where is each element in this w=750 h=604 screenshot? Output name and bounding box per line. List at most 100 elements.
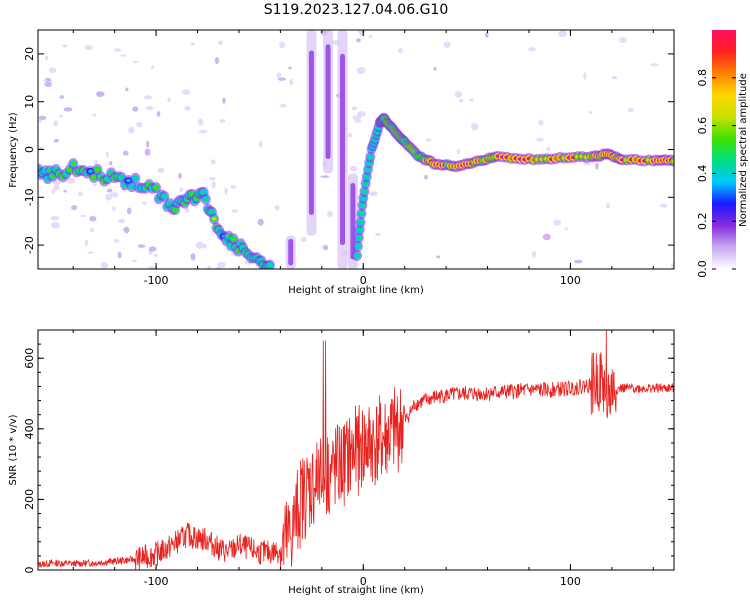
spectrogram-noise: [274, 205, 280, 211]
spectrogram-noise: [217, 261, 226, 268]
spectrogram-noise: [327, 210, 333, 218]
spectrogram-ridge-core: [94, 167, 100, 172]
spectrogram-noise: [78, 191, 83, 196]
spectrogram-noise: [588, 110, 593, 115]
spectrogram-streak-core: [308, 50, 314, 215]
colorbar-ticks: 0.0 0.2 0.4 0.6 0.8: [696, 69, 736, 278]
spectrogram-noise: [148, 246, 157, 252]
figure-title: S119.2023.127.04.06.G10: [264, 2, 449, 18]
spectrogram-ridge-core: [362, 189, 367, 194]
spectrogram-ridge-core: [119, 175, 124, 180]
spectrogram-noise: [84, 45, 93, 51]
spectrogram-noise: [63, 190, 67, 193]
spectrogram-ridge-core: [363, 181, 369, 186]
spectrogram-noise: [619, 37, 627, 44]
spectrogram-ridge-core: [50, 174, 55, 178]
spectrogram-noise: [300, 236, 307, 243]
spectrogram-noise: [320, 175, 330, 178]
snr-y-tick-label: 200: [23, 489, 36, 510]
spectrogram-noise: [48, 67, 57, 74]
spectrogram-noise: [38, 115, 47, 120]
spectrogram-noise: [141, 201, 147, 205]
spectrogram-noise: [111, 205, 116, 211]
spectrogram-noise: [132, 60, 139, 64]
spectrogram-noise: [136, 121, 143, 128]
spectrogram-noise: [222, 97, 226, 104]
snr-ticks: -100 0 100 0 200 400 600: [23, 329, 674, 588]
spectrogram-ridge-core: [360, 196, 366, 200]
spectrogram-noise: [117, 251, 122, 259]
spectrogram-noise: [352, 115, 362, 121]
spectrogram-noise: [231, 209, 238, 213]
snr-frame: [37, 329, 675, 571]
spectrogram-noise: [356, 66, 366, 75]
spectrogram-ridge-core: [203, 197, 209, 202]
spectrogram-noise: [120, 54, 126, 57]
spectrogram-noise: [105, 193, 112, 201]
snr-y-tick-label: 600: [23, 348, 36, 369]
spectrogram-ridge-core: [126, 178, 131, 183]
spectrogram-ridge-core: [153, 185, 159, 190]
spectrogram-noise: [564, 227, 568, 230]
spectrogram-noise: [279, 103, 287, 108]
colorbar-gradient: [712, 30, 736, 269]
spectrogram-ridge-core: [91, 175, 97, 180]
spectrogram-noise: [424, 175, 428, 180]
spectrogram-noise: [536, 137, 544, 142]
spectrogram-noise: [276, 72, 282, 79]
spectrogram-noise: [109, 161, 113, 166]
spectrogram-ridge-core: [231, 236, 236, 241]
spectrogram-noise: [110, 192, 119, 198]
spectrogram-y-tick-label: -20: [23, 236, 36, 254]
spectrogram-noise: [122, 150, 129, 156]
spectrogram-x-label: Height of straight line (km): [288, 285, 424, 296]
colorbar-tick-label: 0.6: [696, 117, 709, 135]
snr-y-label: SNR (10 * v/v): [8, 414, 19, 485]
spectrogram-noise: [288, 66, 292, 70]
spectrogram-noise: [611, 76, 618, 80]
spectrogram-noise: [574, 259, 583, 264]
spectrogram-noise: [202, 243, 207, 249]
spectrogram-noise: [219, 119, 226, 123]
spectrogram-noise: [105, 151, 109, 158]
spectrogram-noise: [44, 55, 49, 61]
spectrogram-noise: [224, 187, 228, 195]
spectrogram-noise: [368, 35, 373, 39]
spectrogram-noise: [258, 140, 263, 148]
spectrogram-noise: [469, 98, 474, 102]
spectrogram-noise: [51, 221, 60, 229]
spectrogram-ridge-core: [105, 177, 111, 181]
spectrogram-noise: [425, 138, 432, 142]
spectrogram-y-tick-label: -10: [23, 188, 36, 206]
spectrogram-noise: [53, 138, 59, 143]
spectrogram-streak-core: [288, 238, 294, 266]
spectrogram-noise: [351, 106, 358, 110]
spectrogram-noise: [208, 177, 216, 181]
colorbar: 0.0 0.2 0.4 0.6 0.8 Normalized spectral ampl…: [696, 30, 749, 278]
spectrogram-streak-core: [325, 44, 331, 160]
spectrogram-ridge-core: [267, 263, 273, 267]
spectrogram-ridge-core: [364, 174, 370, 179]
spectrogram-noise: [606, 202, 610, 209]
spectrogram-noise: [132, 106, 139, 112]
spectrogram-noise: [375, 232, 382, 237]
spectrogram-noise: [106, 188, 113, 193]
spectrogram-noise: [53, 120, 59, 127]
spectrogram-noise: [595, 162, 599, 170]
spectrogram-ridge-core: [211, 217, 217, 221]
spectrogram-noise: [157, 167, 165, 174]
spectrogram-noise: [230, 184, 237, 189]
colorbar-label: Normalized spectral amplitude: [738, 73, 749, 227]
spectrogram-noise: [214, 56, 220, 65]
spectrogram-noise: [443, 41, 451, 48]
spectrogram-noise: [88, 251, 94, 254]
spectrogram-ridge-core: [357, 228, 363, 232]
spectrogram-noise: [527, 47, 536, 52]
spectrogram-noise: [50, 215, 60, 221]
spectrogram-noise: [89, 227, 95, 233]
spectrogram-noise: [178, 172, 182, 179]
spectrogram-noise: [167, 97, 171, 103]
